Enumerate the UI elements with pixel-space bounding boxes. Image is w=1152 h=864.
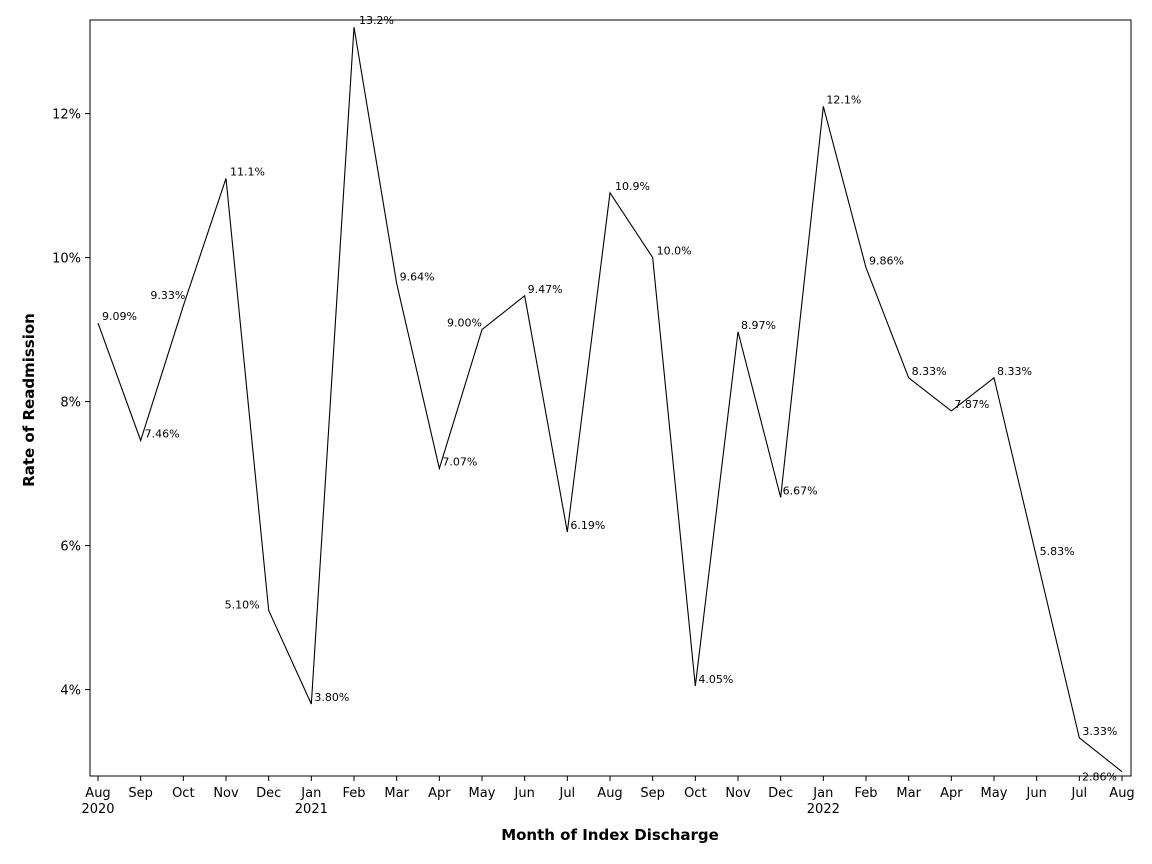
x-tick-label: Nov [725,786,751,801]
data-label: 12.1% [826,93,861,106]
y-axis: 4% 6% 8% 10% 12% [52,108,90,699]
data-label: 13.2% [359,14,394,27]
data-label: 6.67% [783,484,818,497]
x-tick-label: Oct [172,786,194,801]
data-label: 3.80% [314,691,349,704]
data-label: 7.07% [442,456,477,469]
data-label: 2.86% [1082,771,1117,784]
data-label: 9.86% [869,255,904,268]
y-tick-label: 4% [60,684,81,699]
x-tick-label: May [981,786,1008,801]
x-tick-label: Mar [384,786,409,801]
x-tick-label: Feb [854,786,877,801]
y-tick-label: 6% [60,540,81,555]
data-label: 3.33% [1082,725,1117,738]
x-tick-label: Aug [1109,786,1134,801]
y-tick-label: 12% [52,108,81,123]
data-label: 10.9% [615,180,650,193]
y-axis-title: Rate of Readmission [20,313,38,487]
data-label: 6.19% [570,519,605,532]
x-tick-label: Apr [428,786,451,801]
x-tick-label: Oct [684,786,706,801]
data-label: 5.10% [225,598,260,611]
data-label: 8.33% [997,365,1032,378]
data-label: 9.64% [400,271,435,284]
x-axis-title: Month of Index Discharge [501,826,719,844]
data-label: 10.0% [657,245,692,258]
series-line-group [97,27,1123,773]
x-year-label: 2022 [807,802,840,817]
data-label: 8.97% [741,319,776,332]
x-tick-label: Jun [1026,786,1047,801]
series-line [97,27,1123,773]
x-tick-label: Jun [514,786,535,801]
data-label: 7.87% [954,398,989,411]
x-axis: Aug Sep Oct Nov Dec Jan Feb Mar Apr May Jun Jul Aug S… [81,776,1135,817]
x-tick-label: Apr [940,786,963,801]
x-tick-label: Dec [256,786,281,801]
data-label: 9.00% [447,317,482,330]
x-tick-label: Nov [213,786,239,801]
x-year-label: 2020 [81,802,114,817]
y-tick-label: 10% [52,252,81,267]
data-label: 9.33% [150,289,185,302]
y-tick-label: 8% [60,396,81,411]
x-tick-label: Sep [640,786,665,801]
data-label: 11.1% [230,165,265,178]
data-labels-group: 9.09% 7.46% 9.33% 11.1% 5.10% 3.80% 13.2% 9.64%… [102,14,1117,783]
x-tick-label: Mar [896,786,921,801]
data-label: 8.33% [912,365,947,378]
x-tick-label: Sep [128,786,153,801]
x-tick-label: May [469,786,496,801]
x-tick-label: Jul [558,786,575,801]
x-tick-label: Feb [342,786,365,801]
x-year-label: 2021 [295,802,328,817]
x-tick-label: Aug [85,786,110,801]
data-label: 9.47% [528,283,563,296]
data-label: 4.05% [698,673,733,686]
data-label: 5.83% [1040,545,1075,558]
x-tick-label: Dec [768,786,793,801]
data-label: 9.09% [102,310,137,323]
data-label: 7.46% [145,427,180,440]
x-tick-label: Jul [1070,786,1087,801]
x-tick-label: Jan [812,786,833,801]
x-tick-label: Aug [597,786,622,801]
x-tick-label: Jan [300,786,321,801]
